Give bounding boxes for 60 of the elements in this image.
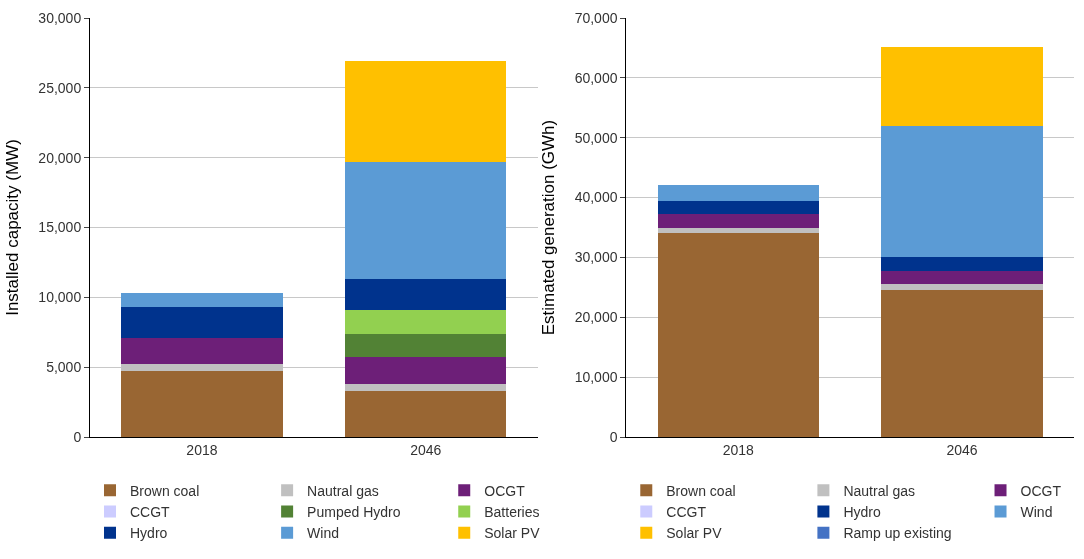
x-tick-label: 2018 xyxy=(186,441,218,458)
legend-label: Ramp up existing xyxy=(843,525,952,542)
bar xyxy=(881,257,1043,271)
bar xyxy=(345,61,507,162)
legend-label: Brown coal xyxy=(666,482,736,499)
bar xyxy=(881,47,1043,126)
x-tick-label: 2046 xyxy=(946,441,978,458)
y-tick-label: 25,000 xyxy=(38,79,82,96)
legend-label: Pumped Hydro xyxy=(307,503,401,520)
legend-label: Wind xyxy=(1020,503,1053,520)
bar xyxy=(657,200,819,215)
bar xyxy=(657,233,819,437)
y-tick-label: 60,000 xyxy=(574,69,618,86)
legend-label: OCGT xyxy=(484,482,526,499)
bar xyxy=(881,283,1043,291)
legend-label: Hydro xyxy=(843,503,881,520)
bar xyxy=(121,293,283,308)
y-tick-label: 70,000 xyxy=(574,9,618,26)
y-tick-label: 15,000 xyxy=(38,219,82,236)
y-tick-label: 10,000 xyxy=(574,369,618,386)
bar xyxy=(345,333,507,358)
bar xyxy=(881,290,1043,437)
bar xyxy=(121,337,283,365)
bar xyxy=(345,279,507,310)
bar xyxy=(345,383,507,391)
legend-label: Solar PV xyxy=(666,525,723,542)
legend-label: Nautral gas xyxy=(307,482,379,499)
bar xyxy=(345,357,507,384)
bar xyxy=(121,307,283,338)
legend-label: Batteries xyxy=(484,503,540,520)
bar xyxy=(881,270,1043,284)
legend-label: Wind xyxy=(307,525,340,542)
legend-label: CCGT xyxy=(666,503,707,520)
x-tick-label: 2046 xyxy=(410,441,442,458)
legend-label: Nautral gas xyxy=(843,482,915,499)
bar xyxy=(121,371,283,437)
y-tick-label: 40,000 xyxy=(574,189,618,206)
y-axis-title: Estimated generation (GWh) xyxy=(539,119,559,336)
legend-label: Hydro xyxy=(130,525,168,542)
y-tick-label: 5,000 xyxy=(46,359,82,376)
legend-label: CCGT xyxy=(130,503,171,520)
y-tick-label: 20,000 xyxy=(574,309,618,326)
y-tick-label: 20,000 xyxy=(38,149,82,166)
legend-label: Solar PV xyxy=(484,525,541,542)
y-tick-label: 50,000 xyxy=(574,129,618,146)
bar xyxy=(345,161,507,280)
y-tick-label: 30,000 xyxy=(574,249,618,266)
y-tick-label: 10,000 xyxy=(38,289,82,306)
legend-label: OCGT xyxy=(1020,482,1062,499)
bar xyxy=(657,185,819,201)
y-tick-label: 30,000 xyxy=(38,9,82,26)
bar xyxy=(657,214,819,228)
y-axis-title: Installed capacity (MW) xyxy=(2,139,22,316)
y-tick-label: 0 xyxy=(73,428,82,445)
bar xyxy=(345,309,507,334)
bar xyxy=(345,390,507,437)
legend-label: Brown coal xyxy=(130,482,200,499)
x-tick-label: 2018 xyxy=(722,441,754,458)
bar xyxy=(881,125,1043,258)
y-tick-label: 0 xyxy=(609,428,618,445)
